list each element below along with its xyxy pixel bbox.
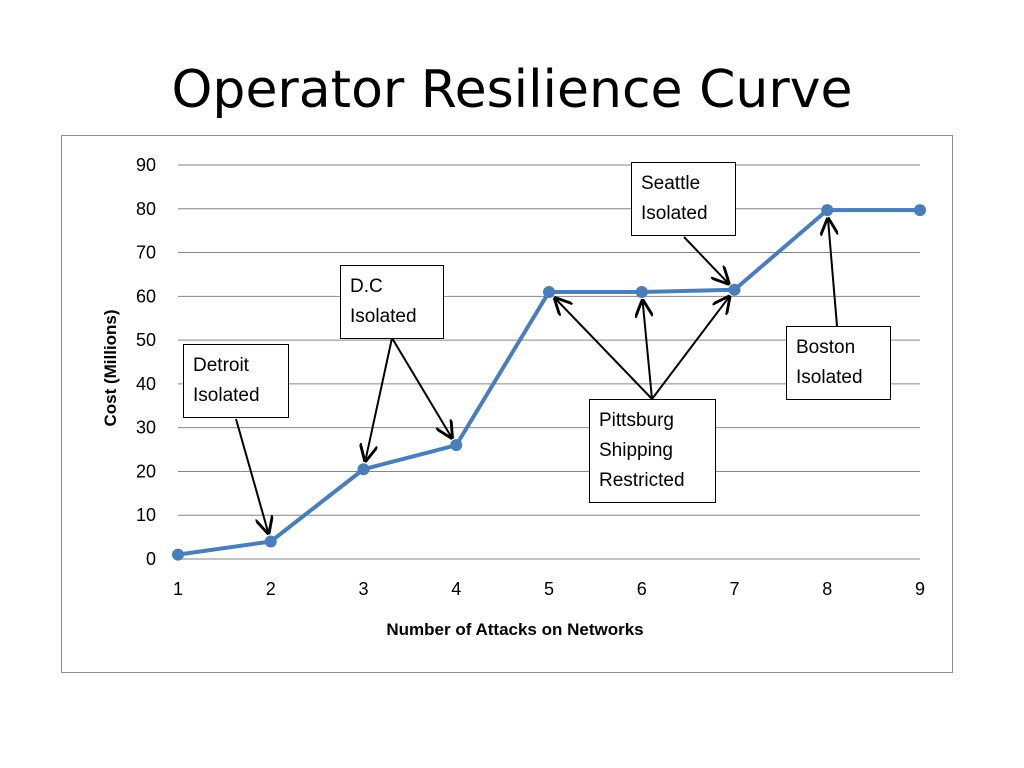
x-tick-label: 7 <box>729 579 739 599</box>
callout-detroit-line-2: Isolated <box>193 385 260 406</box>
x-tick-label: 2 <box>266 579 276 599</box>
y-tick-label: 90 <box>136 155 156 175</box>
callout-dc-line-2: Isolated <box>350 306 417 327</box>
x-tick-label: 5 <box>544 579 554 599</box>
annotation-arrow <box>391 337 452 437</box>
data-point <box>914 204 926 217</box>
data-point <box>635 285 648 298</box>
callout-pittsburg-line-2: Shipping <box>599 440 673 461</box>
y-tick-label: 70 <box>136 243 156 263</box>
x-tick-label: 4 <box>451 579 461 599</box>
callout-boston-line-2: Isolated <box>796 367 863 388</box>
x-tick-label: 3 <box>358 579 368 599</box>
x-tick-label: 6 <box>637 579 647 599</box>
annotation-arrow <box>643 301 652 400</box>
callout-detroit: Detroit Isolated <box>183 344 289 418</box>
data-point <box>357 463 370 476</box>
data-point <box>264 535 277 548</box>
y-tick-label: 60 <box>136 286 156 306</box>
data-point <box>821 204 834 217</box>
annotation-arrow <box>651 297 729 400</box>
y-tick-label: 10 <box>136 505 156 525</box>
x-tick-label: 8 <box>822 579 832 599</box>
callout-boston: Boston Isolated <box>786 326 891 400</box>
callout-seattle-line-1: Seattle <box>641 173 701 194</box>
y-axis-title: Cost (Millions) <box>101 309 120 426</box>
callout-dc-line-1: D.C <box>350 276 383 297</box>
chart-frame: 0 10 20 30 40 50 60 70 80 90 1 2 3 4 5 6 7 8 9 Number of At… <box>61 135 953 673</box>
x-tick-label: 9 <box>915 579 925 599</box>
annotation-arrow <box>235 418 268 533</box>
y-tick-label: 40 <box>136 374 156 394</box>
callout-seattle: Seattle Isolated <box>631 162 736 236</box>
callout-boston-line-1: Boston <box>796 337 856 358</box>
annotation-arrow <box>365 337 393 460</box>
data-point <box>172 548 184 561</box>
callout-dc: D.C Isolated <box>340 265 444 339</box>
x-tick-label: 1 <box>173 579 183 599</box>
annotation-arrow <box>683 236 728 283</box>
callout-pittsburg: Pittsburg Shipping Restricted <box>589 399 716 503</box>
y-tick-label: 30 <box>136 418 156 438</box>
y-tick-label: 20 <box>136 461 156 481</box>
data-point <box>543 285 555 298</box>
data-point <box>728 283 741 296</box>
annotation-arrow <box>555 298 653 400</box>
y-tick-label: 0 <box>146 549 156 569</box>
callout-pittsburg-line-1: Pittsburg <box>599 410 674 431</box>
line-chart: 0 10 20 30 40 50 60 70 80 90 1 2 3 4 5 6 7 8 9 Number of At… <box>101 155 926 639</box>
data-point <box>450 439 463 452</box>
y-tick-label: 50 <box>136 330 156 350</box>
x-axis-title: Number of Attacks on Networks <box>386 620 643 639</box>
callout-detroit-line-1: Detroit <box>193 355 249 376</box>
annotation-arrow <box>828 219 837 327</box>
callout-seattle-line-2: Isolated <box>641 203 708 224</box>
y-tick-label: 80 <box>136 199 156 219</box>
slide-title: Operator Resilience Curve <box>171 60 853 120</box>
callout-pittsburg-line-3: Restricted <box>599 470 685 491</box>
